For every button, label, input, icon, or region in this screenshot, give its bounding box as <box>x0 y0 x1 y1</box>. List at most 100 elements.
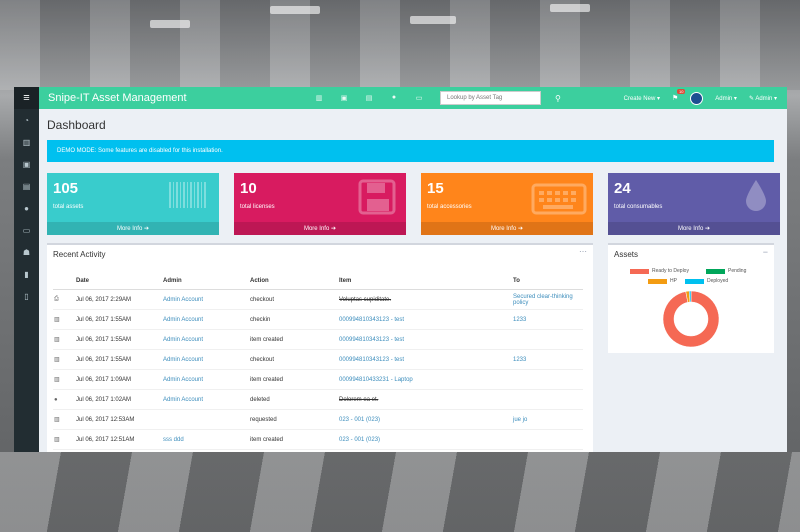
legend-swatch <box>648 278 667 284</box>
sidebar-reports-icon[interactable]: ▮ <box>24 269 29 279</box>
admin-link[interactable]: Admin Account <box>162 329 249 350</box>
table-row: ▥ Jul 06, 2017 12:51AM sss ddd item created… <box>53 429 583 450</box>
column-header[interactable]: Action <box>249 273 338 290</box>
more-info-link[interactable]: More Info ➔ <box>608 222 780 235</box>
table-row: ●Jul 06, 2017 12:50AMAdmin Accountupdate… <box>53 449 583 452</box>
target-link[interactable] <box>512 389 583 410</box>
search-icon[interactable]: ⚲ <box>555 93 561 103</box>
alerts-icon[interactable]: ⚑ 10 <box>671 89 686 102</box>
panel-options-icon[interactable]: ⋯ <box>579 247 587 256</box>
item-link[interactable]: 000994810343123 - test <box>338 309 512 330</box>
legend-item[interactable]: Pending <box>706 268 746 274</box>
legend-label: Deployed <box>707 278 729 284</box>
target-link[interactable] <box>512 449 583 452</box>
admin-settings-menu[interactable]: ✎ Admin ▾ <box>749 95 777 102</box>
admin-link[interactable]: sss ddd <box>162 429 249 450</box>
legend-item[interactable]: HP <box>648 278 677 284</box>
brand-title[interactable]: Snipe-IT Asset Management <box>48 92 187 104</box>
admin-link[interactable]: Admin Account <box>162 369 249 390</box>
recent-activity-table: Date Admin Action Item To ⎙ Jul 06, 2017 … <box>53 273 583 452</box>
drop-icon <box>746 180 766 211</box>
target-link[interactable] <box>512 369 583 390</box>
avatar[interactable] <box>690 91 704 105</box>
target-link[interactable]: 1233 <box>512 349 583 370</box>
admin-link[interactable]: Admin Account <box>162 349 249 370</box>
stat-box-assets: 105 total assets More Info ➔ <box>47 173 219 235</box>
action-cell: checkout <box>249 349 338 370</box>
stat-box-accessories: 15 total accessories More Info ➔ <box>421 173 593 235</box>
sidebar-accessories-icon[interactable]: ▤ <box>22 181 31 191</box>
admin-link[interactable]: Admin Account <box>162 289 249 310</box>
stat-label: total licenses <box>240 204 275 210</box>
target-link[interactable]: 1233 <box>512 309 583 330</box>
panel-title: Recent Activity <box>53 250 106 259</box>
sidebar-consumables-icon[interactable]: ● <box>24 203 29 213</box>
item-link[interactable]: 023 - 001 (023) <box>338 429 512 450</box>
legend-item[interactable]: Deployed <box>685 278 728 284</box>
assets-panel: Assets − Ready to Deploy Pending HP Depl… <box>608 243 774 353</box>
table-row: ▥ Jul 06, 2017 12:53AM requested 023 - 001 … <box>53 409 583 430</box>
create-new-menu[interactable]: Create New ▾ <box>623 95 660 102</box>
item-link[interactable]: 000994810433231 - Laptop <box>338 369 512 390</box>
accessories-nav-icon[interactable]: ▤ <box>365 95 373 102</box>
dashboard-icon[interactable]: ◔ <box>24 115 29 125</box>
item-link[interactable]: 023 - 001 (023) <box>338 409 512 430</box>
more-info-link[interactable]: More Info ➔ <box>47 222 219 235</box>
item-link[interactable]: Voluptas cupiditate. <box>338 289 512 310</box>
admin-settings-label: Admin ▾ <box>755 95 777 102</box>
item-link[interactable]: Velit itaque sed. <box>338 449 512 452</box>
wrench-icon: ✎ <box>748 95 754 102</box>
sidebar-components-icon[interactable]: ▭ <box>22 225 31 235</box>
admin-link[interactable]: Admin Account <box>162 449 249 452</box>
target-link[interactable]: jue jo <box>512 409 583 430</box>
components-nav-icon[interactable]: ▭ <box>415 95 423 102</box>
column-header[interactable]: Item <box>338 273 512 290</box>
sidebar-licenses-icon[interactable]: ▣ <box>22 159 31 169</box>
asset-tag-search-input[interactable]: Lookup by Asset Tag <box>440 91 541 105</box>
top-navbar: Snipe-IT Asset Management ▥ ▣ ▤ ● ▭ Look… <box>39 87 787 109</box>
hamburger-menu-icon[interactable]: ≡ <box>14 87 39 109</box>
alerts-count-badge: 10 <box>676 89 686 94</box>
stat-box-licenses: 10 total licenses More Info ➔ <box>234 173 406 235</box>
assets-nav-icon[interactable]: ▥ <box>315 95 323 102</box>
admin-link[interactable] <box>162 409 249 430</box>
stat-box-consumables: 24 total consumables More Info ➔ <box>608 173 780 235</box>
licenses-nav-icon[interactable]: ▣ <box>340 95 348 102</box>
action-cell: checkin <box>249 309 338 330</box>
action-cell: update <box>249 449 338 452</box>
legend-item[interactable]: Ready to Deploy <box>630 268 689 274</box>
date-cell: Jul 06, 2017 1:55AM <box>75 309 162 330</box>
item-link[interactable]: 000994810343123 - test <box>338 329 512 350</box>
more-info-link[interactable]: More Info ➔ <box>234 222 406 235</box>
target-link[interactable]: Secured clear-thinking policy <box>512 289 583 310</box>
target-link[interactable] <box>512 329 583 350</box>
navbar-right: Create New ▾ ⚑ 10 Admin ▾ ✎ Admin ▾ <box>623 89 787 105</box>
floppy-disk-icon <box>358 179 396 215</box>
column-header[interactable]: Admin <box>162 273 249 290</box>
quick-nav-icons: ▥ ▣ ▤ ● ▭ <box>314 94 424 102</box>
stat-number: 24 <box>614 180 631 197</box>
keyboard-icon <box>531 183 587 215</box>
column-header[interactable]: To <box>512 273 583 290</box>
sidebar-assets-icon[interactable]: ▥ <box>22 137 31 147</box>
consumables-nav-icon[interactable]: ● <box>391 94 397 101</box>
drop-icon: ● <box>53 389 75 410</box>
stat-number: 15 <box>427 180 444 197</box>
more-info-link[interactable]: More Info ➔ <box>421 222 593 235</box>
target-link[interactable] <box>512 429 583 450</box>
admin-link[interactable]: Admin Account <box>162 389 249 410</box>
item-link[interactable]: 000994810343123 - test <box>338 349 512 370</box>
admin-user-menu[interactable]: Admin ▾ <box>715 95 737 102</box>
printer-icon: ⎙ <box>53 289 75 310</box>
action-cell: item created <box>249 429 338 450</box>
sidebar-laptop-icon[interactable]: ▯ <box>24 291 29 301</box>
admin-link[interactable]: Admin Account <box>162 309 249 330</box>
donut-slice[interactable] <box>688 290 692 303</box>
item-link[interactable]: Dolorem ea et. <box>338 389 512 410</box>
sidebar-people-icon[interactable]: ☗ <box>22 247 31 257</box>
column-header[interactable]: Date <box>75 273 162 290</box>
donut-slice[interactable] <box>662 290 720 348</box>
stat-number: 10 <box>240 180 257 197</box>
collapse-icon[interactable]: − <box>762 247 768 257</box>
date-cell: Jul 06, 2017 1:55AM <box>75 349 162 370</box>
